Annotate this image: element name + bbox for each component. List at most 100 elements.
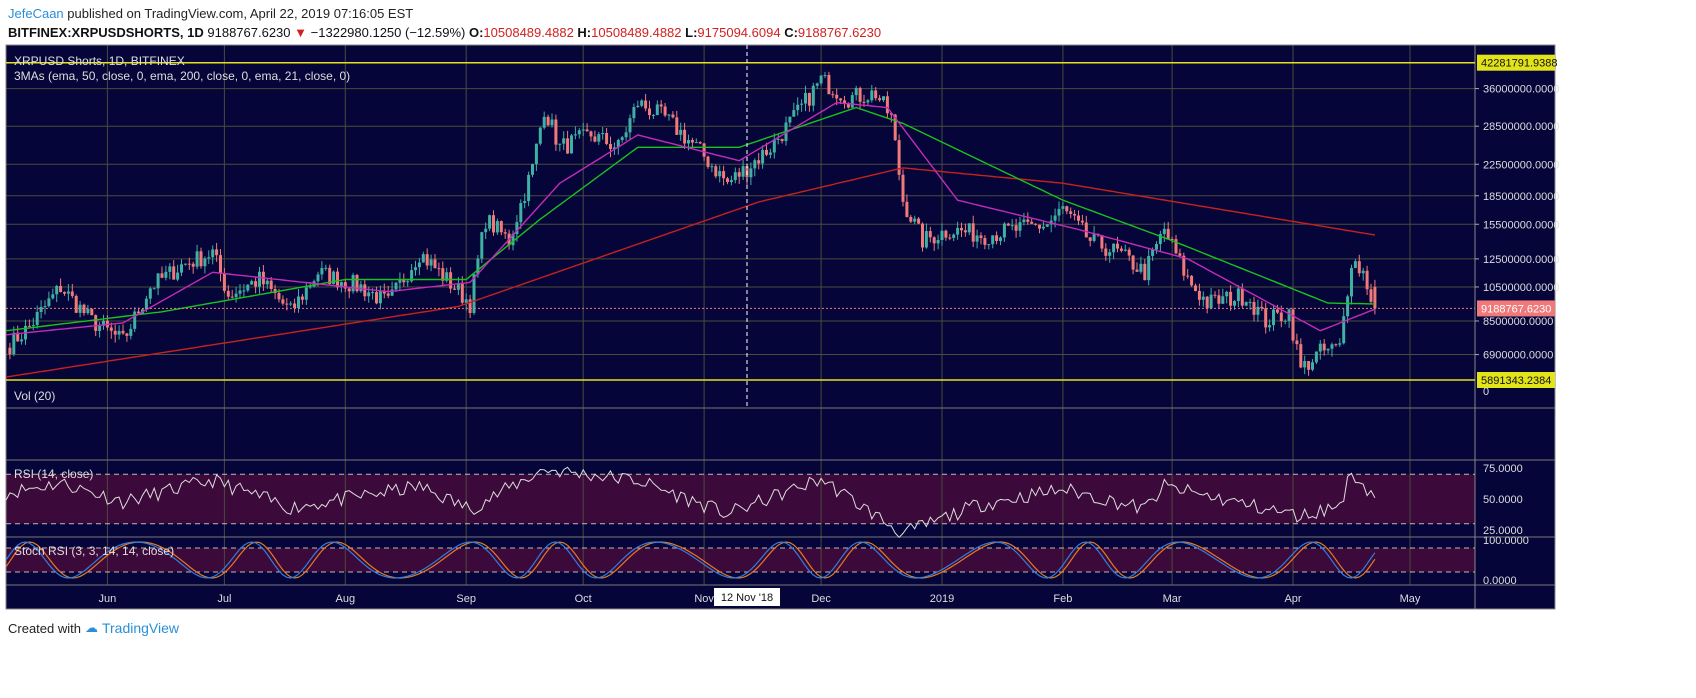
candle [359,280,363,293]
candle [480,231,484,264]
candle [1287,308,1291,328]
indicator-label: 3MAs (ema, 50, close, 0, ema, 200, close… [14,69,350,83]
candle-body [870,90,874,101]
candle-body [499,221,503,233]
candle-body [780,138,784,142]
candle [531,163,534,178]
candle-body [285,303,289,305]
candle-body [1201,296,1205,300]
candle-body [1229,291,1233,306]
candle [152,287,156,290]
candle [133,307,137,333]
created-with: Created with [8,620,81,636]
candle-body [90,308,94,316]
candle-body [1018,222,1022,231]
candle-body [339,282,343,288]
chart-title: XRPUSD Shorts, 1D, BITFINEX [14,54,185,68]
candle-body [355,274,359,292]
candle-body [269,280,273,289]
candle-body [1311,362,1314,370]
candle-body [1369,289,1373,302]
candle-body [663,106,667,116]
candle [671,111,675,119]
author-link[interactable]: JefeCaan [8,6,64,21]
candle-body [616,139,620,148]
candle [651,114,655,119]
candle-body [1123,249,1127,251]
candle [710,163,714,173]
candle-body [406,281,410,283]
candle [406,279,410,287]
candle [499,220,503,236]
candle [66,284,70,301]
candle [1240,283,1244,308]
candle [1303,355,1307,375]
candle-body [480,232,484,259]
candle-body [921,223,924,248]
candle-body [640,100,644,106]
candle-body [1287,309,1291,321]
candle-body [1322,343,1326,351]
candle-body [1272,309,1275,326]
candle [203,256,207,274]
candle-body [59,285,63,293]
candle [258,266,261,294]
candle-body [453,288,456,290]
grid [6,45,1475,585]
candle [854,85,858,101]
low-label: L: [685,25,698,40]
candle [460,276,464,306]
candle [63,291,66,296]
candle-body [527,174,531,202]
candle [971,215,975,248]
candle [1119,245,1123,253]
x-tick-label: May [1400,593,1421,605]
candle-body [1236,288,1240,302]
footer: Created with ☁ TradingView [8,620,179,636]
candle [1080,214,1084,226]
candle-body [609,143,612,149]
candle [554,114,558,151]
candle-body [788,116,792,123]
candle [1034,223,1038,226]
price-chart[interactable]: 42281791.9388 5891343.2384 9188767.6230 360… [0,44,1560,614]
candle [378,285,382,310]
tradingview-link[interactable]: TradingView [101,620,180,636]
publish-info: JefeCaan published on TradingView.com, A… [8,6,413,21]
candle [628,114,632,141]
candle-body [862,101,866,103]
candle [831,91,835,99]
candle-body [636,105,640,108]
candle-body [944,230,948,238]
candle [1264,302,1268,334]
candle [827,71,831,95]
candle-body [1256,306,1260,315]
candle-body [1108,252,1112,256]
candle [246,284,250,293]
candle-body [967,223,971,233]
price-change: −1322980.1250 (−12.59%) [310,25,466,40]
candle-body [109,327,113,331]
candle-body [792,110,796,117]
candle [449,267,453,294]
candle [811,82,815,112]
candle [870,84,874,103]
candle-body [593,136,597,142]
candle-body [1014,225,1018,231]
candle-body [172,266,176,280]
candle [757,152,761,170]
candle [1022,212,1026,226]
candle-body [905,201,909,217]
candle [636,100,640,108]
candle-body [924,231,928,248]
level-label-bg [1477,372,1555,388]
candle-body [854,88,858,96]
stoch-band [6,548,1475,572]
candle-body [858,88,862,102]
candle-body [667,114,671,116]
candle-body [449,272,453,289]
candle [180,259,183,277]
candle [807,92,811,112]
candle [398,272,402,291]
candle [269,277,273,293]
